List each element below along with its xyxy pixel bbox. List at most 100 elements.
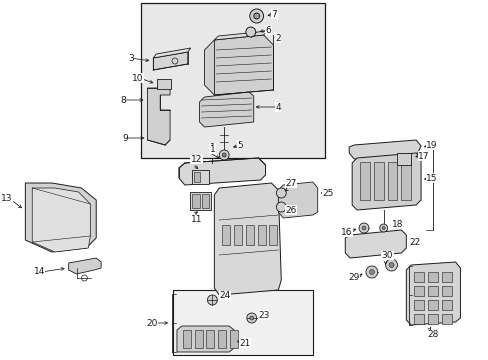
Bar — [245, 225, 253, 245]
Circle shape — [219, 150, 229, 160]
Bar — [173, 290, 312, 355]
Bar — [427, 314, 437, 324]
Bar — [413, 314, 423, 324]
Text: 23: 23 — [258, 310, 269, 320]
Bar — [441, 272, 451, 282]
Polygon shape — [32, 188, 90, 252]
Bar — [189, 192, 211, 210]
Circle shape — [246, 313, 256, 323]
Polygon shape — [214, 183, 281, 295]
Bar — [359, 162, 369, 200]
Bar — [206, 330, 214, 348]
Circle shape — [385, 259, 397, 271]
Polygon shape — [177, 326, 234, 352]
Bar — [387, 162, 397, 200]
Bar — [234, 225, 242, 245]
Bar — [427, 272, 437, 282]
Text: 12: 12 — [190, 155, 202, 164]
Text: 25: 25 — [322, 189, 333, 198]
Bar — [269, 225, 277, 245]
Circle shape — [222, 153, 226, 157]
Text: 5: 5 — [237, 140, 242, 149]
Text: 1: 1 — [209, 145, 215, 154]
Bar — [193, 172, 199, 182]
Text: 11: 11 — [190, 215, 202, 224]
Text: 8: 8 — [120, 95, 125, 104]
Circle shape — [245, 27, 255, 37]
Text: 10: 10 — [132, 73, 143, 82]
Text: 7: 7 — [271, 9, 277, 18]
Text: 28: 28 — [427, 330, 438, 339]
Bar — [427, 286, 437, 296]
Polygon shape — [179, 158, 265, 185]
Text: 22: 22 — [408, 238, 420, 247]
Circle shape — [249, 9, 263, 23]
Circle shape — [379, 224, 387, 232]
Text: 18: 18 — [391, 220, 402, 229]
Bar — [427, 300, 437, 310]
Polygon shape — [214, 31, 267, 40]
Bar — [441, 314, 451, 324]
Polygon shape — [406, 262, 460, 325]
Bar — [140, 3, 324, 158]
Circle shape — [276, 188, 285, 198]
Bar — [157, 79, 171, 89]
Circle shape — [207, 295, 217, 305]
Text: 17: 17 — [417, 152, 429, 161]
Polygon shape — [153, 48, 190, 58]
Text: 26: 26 — [285, 206, 296, 215]
Polygon shape — [68, 258, 101, 274]
Polygon shape — [351, 153, 420, 210]
Polygon shape — [345, 230, 406, 258]
Text: 20: 20 — [145, 319, 157, 328]
Polygon shape — [199, 92, 253, 127]
Text: 16: 16 — [340, 228, 351, 237]
Bar — [397, 153, 410, 165]
Circle shape — [365, 266, 377, 278]
Text: 21: 21 — [239, 338, 250, 347]
Bar — [230, 330, 238, 348]
Bar — [191, 170, 209, 184]
Bar — [413, 272, 423, 282]
Text: 19: 19 — [425, 140, 437, 149]
Circle shape — [253, 13, 259, 19]
Bar — [373, 162, 383, 200]
Circle shape — [368, 270, 373, 274]
Circle shape — [276, 202, 285, 212]
Text: 1: 1 — [209, 143, 215, 152]
Circle shape — [382, 226, 385, 230]
Bar — [183, 330, 190, 348]
Polygon shape — [348, 140, 420, 159]
Bar — [218, 330, 226, 348]
Text: 2: 2 — [275, 33, 281, 42]
Bar — [191, 194, 199, 208]
Text: 14: 14 — [34, 267, 45, 276]
Bar — [413, 286, 423, 296]
Text: 6: 6 — [265, 26, 271, 35]
Circle shape — [249, 316, 253, 320]
Bar — [413, 300, 423, 310]
Polygon shape — [25, 183, 96, 252]
Bar — [441, 286, 451, 296]
Text: 9: 9 — [122, 134, 127, 143]
Bar — [257, 225, 265, 245]
Polygon shape — [278, 182, 317, 218]
Circle shape — [361, 226, 365, 230]
Bar — [401, 162, 410, 200]
Polygon shape — [147, 88, 170, 145]
Text: 15: 15 — [425, 174, 437, 183]
Text: 4: 4 — [275, 103, 281, 112]
Text: 24: 24 — [219, 292, 230, 301]
Bar — [194, 330, 202, 348]
Text: 3: 3 — [128, 54, 133, 63]
Text: 30: 30 — [381, 251, 392, 260]
Circle shape — [358, 223, 368, 233]
Circle shape — [388, 262, 393, 267]
Polygon shape — [153, 52, 187, 70]
Polygon shape — [204, 35, 273, 95]
Bar — [222, 225, 230, 245]
Text: 13: 13 — [1, 194, 13, 202]
Text: 27: 27 — [285, 179, 296, 188]
Bar — [201, 194, 209, 208]
Text: 29: 29 — [348, 274, 359, 283]
